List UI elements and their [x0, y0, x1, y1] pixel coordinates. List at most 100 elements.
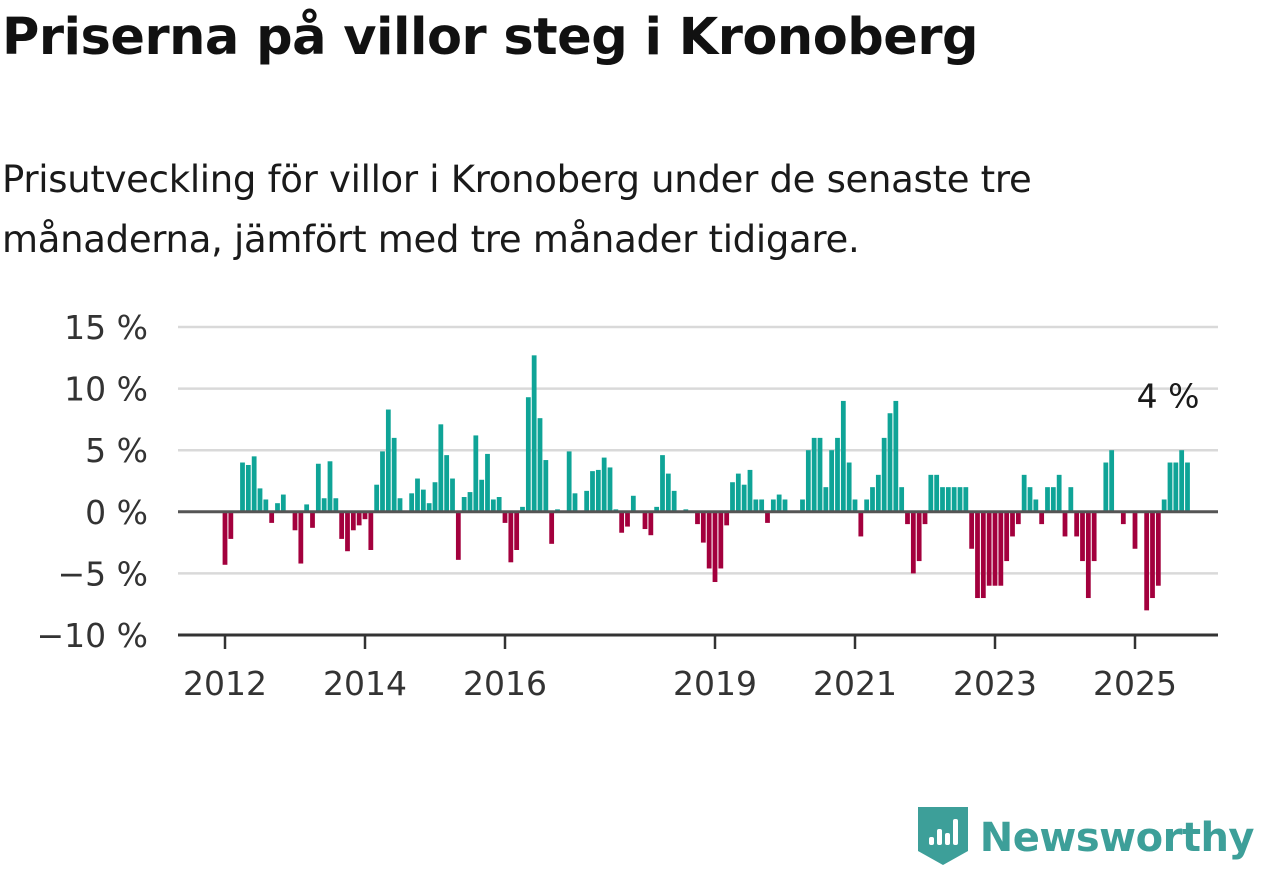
y-tick-label: −5 %: [58, 554, 149, 593]
newsworthy-logo-icon: [917, 807, 968, 869]
bar: [339, 511, 345, 539]
bar: [485, 453, 490, 512]
bar: [800, 499, 805, 512]
bar: [321, 498, 327, 512]
bar: [805, 450, 811, 512]
y-tick-label: 0 %: [85, 493, 148, 532]
bar: [391, 437, 397, 512]
bar: [1045, 487, 1050, 512]
bar: [665, 473, 671, 512]
bar: [525, 397, 531, 512]
bar: [975, 511, 980, 599]
bar: [1179, 450, 1185, 512]
bar: [432, 482, 438, 512]
bar: [1080, 511, 1085, 562]
bar: [595, 469, 601, 512]
page-title: Priserna på villor steg i Kronoberg: [2, 8, 979, 67]
bar: [735, 473, 741, 512]
bar: [298, 511, 304, 564]
bar: [934, 474, 940, 512]
bar: [496, 497, 502, 512]
bar: [426, 503, 432, 512]
bar: [1173, 462, 1179, 512]
bar: [811, 437, 817, 512]
bar: [1167, 462, 1173, 512]
bar: [251, 456, 257, 512]
bar: [1062, 511, 1068, 537]
bar: [916, 511, 922, 562]
bar: [362, 511, 368, 520]
bar: [350, 511, 356, 531]
bar: [619, 511, 625, 533]
bar: [963, 487, 969, 512]
bar: [368, 511, 374, 550]
bar: [520, 506, 525, 512]
brand-name: Newsworthy: [979, 815, 1255, 861]
bar: [531, 355, 537, 512]
bar: [951, 487, 957, 512]
bar: [846, 462, 852, 512]
bar: [1033, 499, 1039, 512]
bar: [730, 482, 735, 512]
y-tick-label: −10 %: [37, 616, 149, 655]
bar: [654, 506, 660, 512]
bar: [706, 511, 712, 569]
bar: [566, 451, 572, 512]
bar: [590, 471, 595, 512]
bar: [461, 497, 467, 512]
bar: [671, 490, 677, 512]
bar: [741, 484, 747, 512]
x-tick-label: 2019: [673, 664, 757, 703]
bar: [945, 487, 951, 512]
bar: [1050, 487, 1056, 512]
bar: [607, 467, 613, 512]
bar: [415, 478, 420, 512]
bar: [1010, 511, 1015, 537]
bar: [829, 450, 835, 512]
bar: [1150, 511, 1155, 599]
bar: [1039, 511, 1045, 525]
bar: [1085, 511, 1091, 599]
bar: [240, 462, 245, 512]
bar: [660, 455, 665, 512]
bar: [718, 511, 724, 569]
bar: [304, 504, 310, 512]
bar: [782, 499, 788, 512]
bar: [1144, 511, 1150, 611]
bar: [345, 511, 350, 552]
bar: [642, 511, 648, 530]
bar: [1004, 511, 1010, 562]
bar: [1109, 450, 1115, 512]
bar: [292, 511, 298, 531]
bar: [922, 511, 928, 525]
bar: [840, 400, 846, 512]
bar: [1091, 511, 1097, 562]
bar: [1120, 511, 1126, 525]
bar: [397, 498, 403, 512]
bar: [572, 493, 578, 512]
bar-chart: 15 % 10 % 5 % 0 % −5 % −10 % 2012 2014 2016 2019 2…: [37, 308, 1218, 703]
bar: [1015, 511, 1021, 525]
bar: [601, 457, 607, 512]
bars: [222, 355, 1190, 611]
x-tick-label: 2021: [813, 664, 897, 703]
bar: [444, 455, 450, 512]
bar: [910, 511, 916, 574]
bar: [1021, 474, 1027, 512]
bar: [374, 484, 380, 512]
bar: [864, 499, 870, 512]
bar: [724, 511, 730, 526]
bar: [380, 451, 385, 512]
bar: [502, 511, 508, 523]
bar: [549, 511, 555, 544]
bar: [385, 409, 391, 512]
x-tick-label: 2014: [323, 664, 407, 703]
bar: [1074, 511, 1080, 537]
bar: [957, 487, 963, 512]
y-tick-label: 15 %: [64, 308, 148, 347]
bar: [887, 413, 893, 512]
bar: [356, 511, 362, 526]
bar: [490, 499, 496, 512]
bar: [980, 511, 986, 599]
bar: [438, 424, 444, 512]
